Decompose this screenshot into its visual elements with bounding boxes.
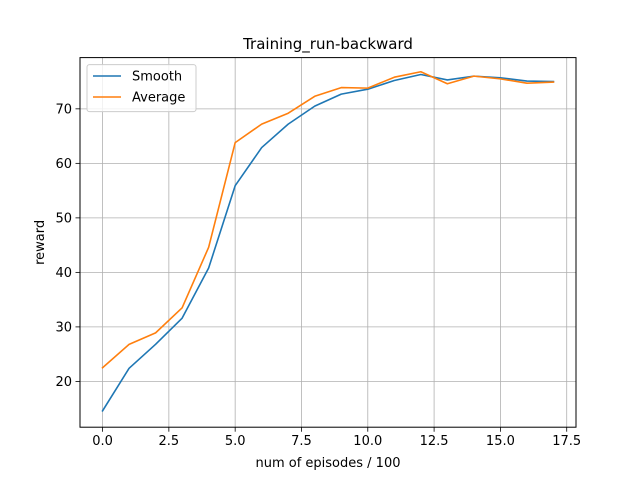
y-tick-label: 70 [55, 102, 72, 117]
legend-label-average: Average [132, 91, 185, 106]
x-tick-label: 15.0 [486, 434, 515, 449]
y-tick-label: 40 [55, 266, 72, 281]
x-tick-label: 12.5 [420, 434, 449, 449]
x-tick-label: 10.0 [353, 434, 382, 449]
legend-label-smooth: Smooth [132, 70, 182, 85]
legend: Smooth Average [86, 64, 197, 113]
y-tick-label: 20 [55, 375, 72, 390]
x-tick-label: 17.5 [552, 434, 581, 449]
x-axis-label: num of episodes / 100 [255, 456, 400, 471]
plot-frame [79, 57, 577, 428]
grid-lines [80, 57, 576, 428]
x-tick-label: 0.0 [92, 434, 113, 449]
y-tick-label: 50 [55, 211, 72, 226]
y-axis-ticks: 20 30 40 50 60 70 [55, 102, 80, 390]
x-tick-label: 2.5 [159, 434, 180, 449]
plot-series [101, 70, 555, 412]
x-tick-label: 5.0 [225, 434, 246, 449]
chart-title: Training_run-backward [242, 35, 413, 54]
y-axis-label: reward [33, 220, 48, 265]
y-tick-label: 60 [55, 157, 72, 172]
series-line-average [101, 70, 555, 369]
y-tick-label: 30 [55, 320, 72, 335]
x-axis-ticks: 0.0 2.5 5.0 7.5 10.0 12.5 15.0 17.5 [92, 427, 581, 449]
x-tick-label: 7.5 [291, 434, 312, 449]
